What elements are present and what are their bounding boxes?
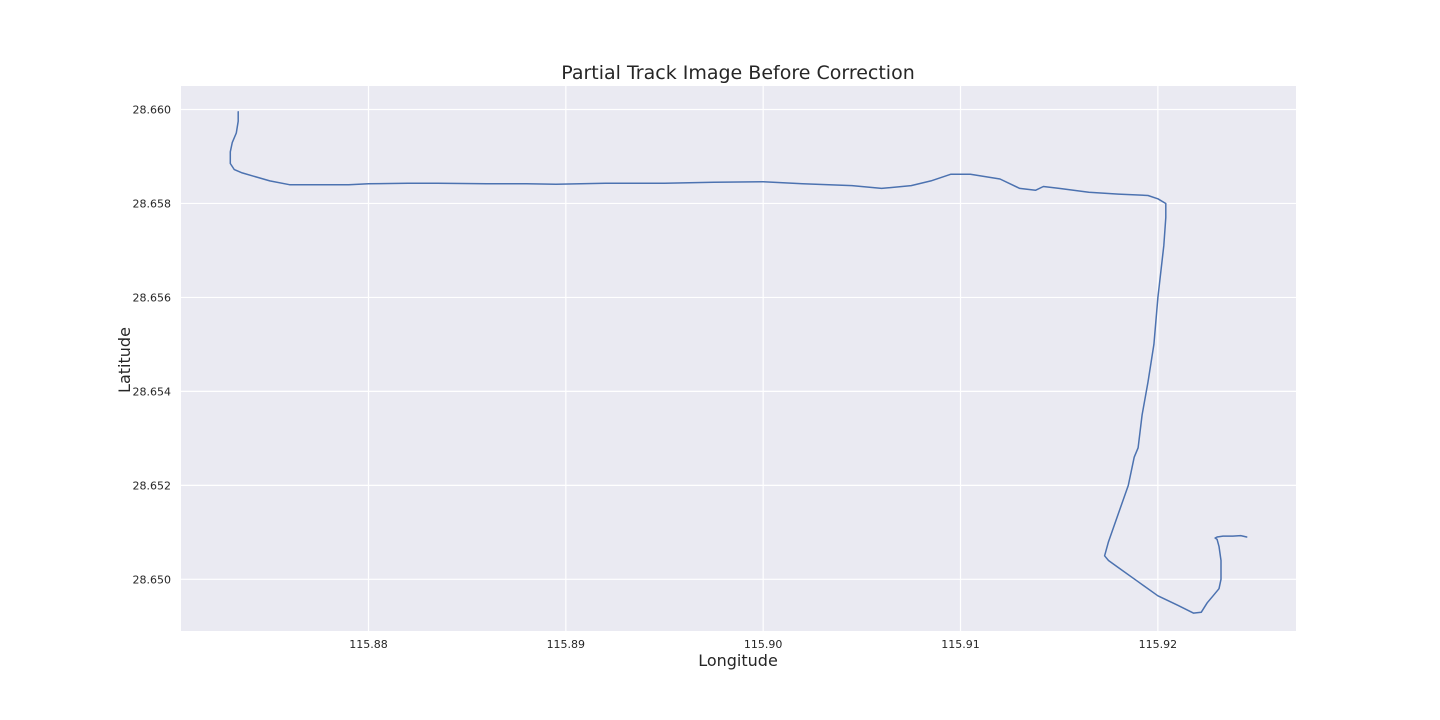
y-tick-label: 28.656 [133, 291, 172, 304]
x-axis-label: Longitude [698, 651, 778, 670]
chart-title: Partial Track Image Before Correction [561, 62, 915, 84]
track-series [229, 111, 1248, 614]
x-tick-label: 115.90 [744, 638, 783, 651]
x-tick-labels: 115.88 115.89 115.90 115.91 115.92 [349, 638, 1177, 651]
y-tick-label: 28.654 [133, 385, 172, 398]
track-line-0 [229, 111, 1248, 614]
y-tick-labels: 28.650 28.652 28.654 28.656 28.658 28.660 [133, 103, 172, 586]
x-tick-label: 115.91 [941, 638, 980, 651]
grid-lines [181, 86, 1296, 631]
y-axis-label: Latitude [115, 327, 134, 393]
x-tick-label: 115.89 [547, 638, 586, 651]
x-tick-label: 115.92 [1139, 638, 1178, 651]
y-tick-label: 28.652 [133, 479, 172, 492]
plot-background [181, 86, 1296, 631]
x-tick-label: 115.88 [349, 638, 388, 651]
y-tick-label: 28.660 [133, 103, 172, 116]
y-tick-label: 28.658 [133, 197, 172, 210]
y-tick-label: 28.650 [133, 573, 172, 586]
